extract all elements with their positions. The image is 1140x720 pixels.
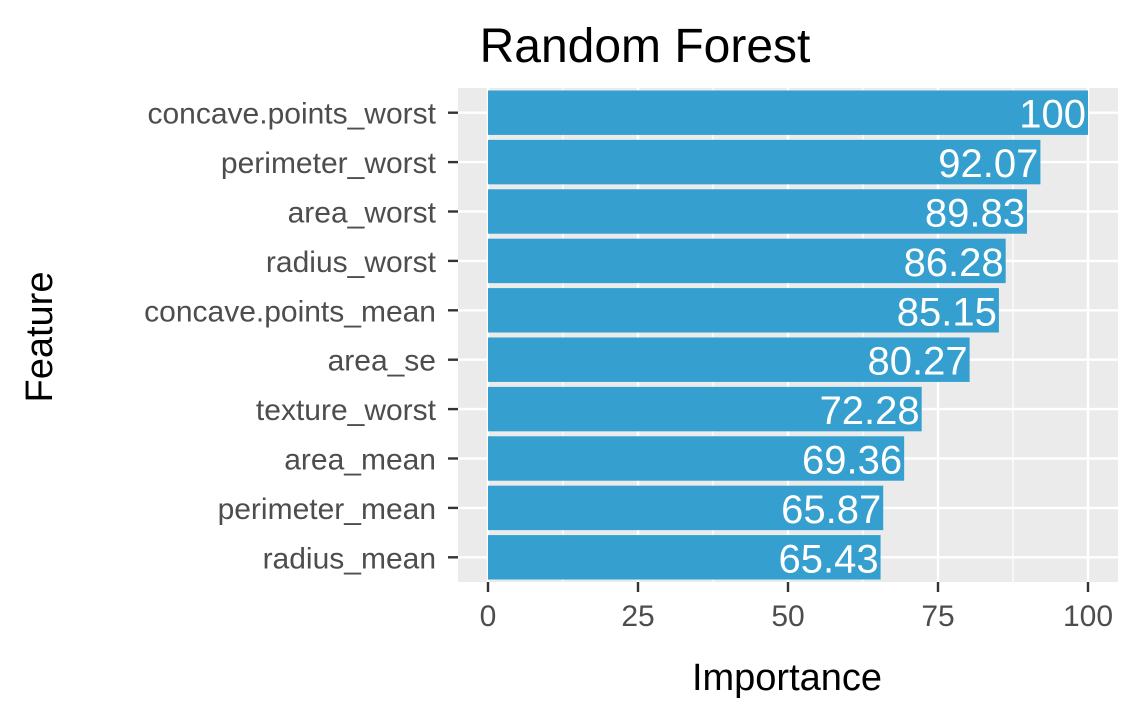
y-tick-label: concave.points_worst — [148, 98, 437, 131]
bar-value-labels: 100 92.07 89.83 86.28 85.15 80.27 72.28 69.36 65… — [778, 93, 1086, 582]
y-tick-label: area_mean — [284, 444, 436, 477]
bars — [488, 90, 1088, 580]
x-tick-label: 25 — [621, 600, 654, 633]
bar-value-label: 69.36 — [802, 439, 902, 483]
y-tick-label: texture_worst — [256, 394, 437, 427]
x-axis-title: Importance — [692, 657, 882, 699]
x-tick-label: 100 — [1063, 600, 1113, 633]
bar-value-label: 65.87 — [781, 488, 881, 532]
bar — [488, 189, 1027, 234]
x-tick-label: 75 — [921, 600, 954, 633]
bar — [488, 238, 1006, 284]
y-tick-label: concave.points_mean — [144, 295, 436, 328]
bar-value-label: 92.07 — [938, 142, 1038, 186]
bar-value-label: 72.28 — [820, 389, 920, 433]
bar-value-label: 100 — [1019, 93, 1086, 137]
y-axis: concave.points_worst perimeter_worst area_… — [144, 98, 458, 575]
y-tick-label: perimeter_mean — [218, 493, 436, 526]
y-tick-label: perimeter_worst — [221, 147, 437, 180]
bar — [488, 535, 881, 580]
bar — [488, 90, 1088, 135]
x-tick-label: 0 — [480, 600, 497, 633]
y-axis-title: Feature — [19, 272, 61, 403]
bar-value-label: 89.83 — [925, 192, 1025, 236]
bar-value-label: 80.27 — [868, 340, 968, 384]
bar — [488, 288, 999, 333]
y-tick-label: area_se — [328, 345, 436, 378]
x-tick-label: 50 — [771, 600, 804, 633]
bar-value-label: 65.43 — [778, 537, 878, 581]
bar-value-label: 85.15 — [897, 290, 997, 334]
bar — [488, 139, 1041, 185]
bar — [488, 386, 922, 432]
y-tick-label: area_worst — [288, 197, 437, 230]
y-tick-label: radius_mean — [263, 542, 436, 575]
chart-title: Random Forest — [480, 20, 811, 73]
bar — [488, 485, 884, 531]
bar-value-label: 86.28 — [904, 241, 1004, 285]
y-tick-label: radius_worst — [266, 246, 437, 279]
bar — [488, 436, 905, 481]
x-axis: 0 25 50 75 100 — [480, 582, 1113, 633]
bar — [488, 337, 970, 382]
